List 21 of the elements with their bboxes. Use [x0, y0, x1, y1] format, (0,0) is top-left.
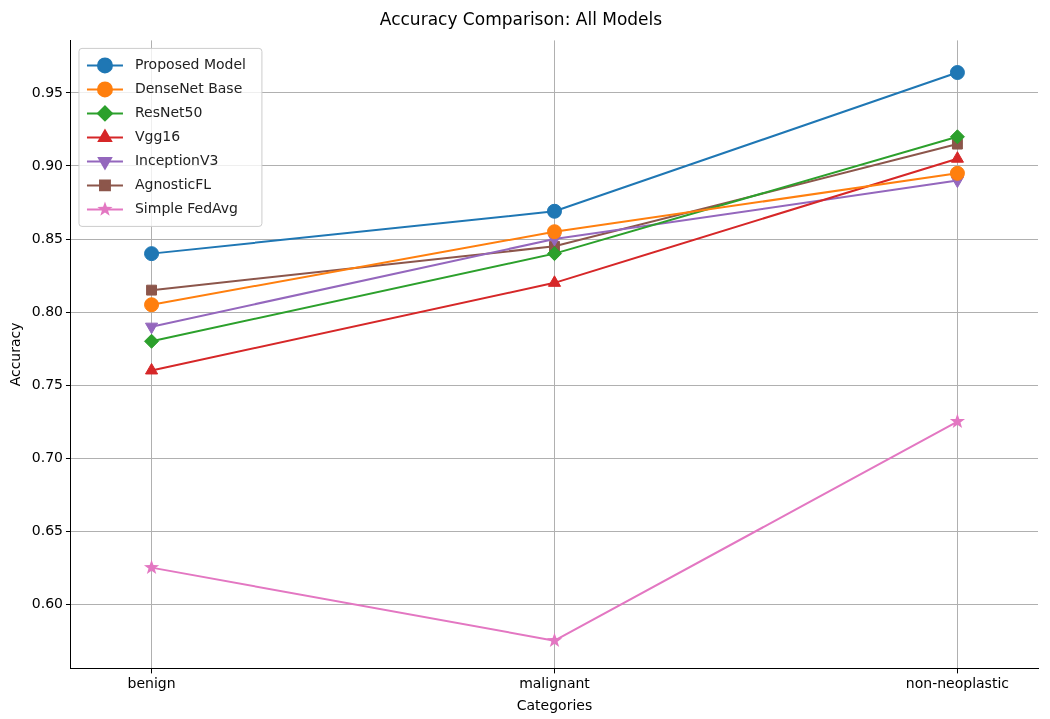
x-tick-label: malignant — [519, 675, 591, 692]
y-tick-label: 0.85 — [31, 229, 63, 246]
y-axis-title: Accuracy — [7, 322, 24, 387]
legend-label: Simple FedAvg — [134, 200, 238, 217]
legend-label: AgnosticFL — [134, 176, 212, 193]
x-tick-label: benign — [127, 675, 176, 692]
legend-label: ResNet50 — [134, 104, 203, 121]
legend-label: Vgg16 — [134, 128, 181, 145]
x-axis-title: Categories — [516, 697, 593, 714]
chart-title: Accuracy Comparison: All Models — [379, 8, 663, 29]
legend-label: InceptionV3 — [134, 152, 219, 169]
y-tick-label: 0.70 — [31, 448, 63, 465]
legend-label: DenseNet Base — [134, 80, 243, 97]
legend-label: Proposed Model — [134, 56, 246, 73]
y-tick-label: 0.80 — [31, 302, 63, 319]
y-tick-label: 0.95 — [31, 83, 63, 100]
y-tick-label: 0.90 — [31, 156, 63, 173]
x-tick-label: non-neoplastic — [905, 675, 1009, 692]
y-tick-label: 0.60 — [31, 594, 63, 611]
y-tick-label: 0.75 — [31, 375, 63, 392]
y-tick-label: 0.65 — [31, 521, 63, 538]
